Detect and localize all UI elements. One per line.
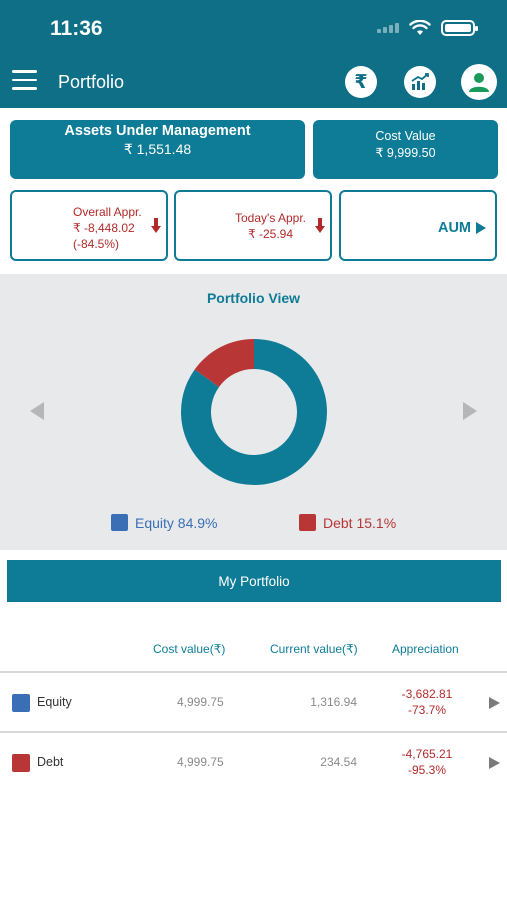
app-header: 11:36 Portfolio ₹ [0,0,507,108]
debt-swatch [12,754,30,772]
portfolio-view-title: Portfolio View [206,290,301,306]
my-portfolio-tab[interactable]: My Portfolio [7,560,501,602]
legend-debt: Debt 15.1% [299,514,396,531]
analytics-button[interactable] [404,66,436,98]
equity-swatch [111,514,128,531]
aum-value: ₹ 1,551.48 [123,141,192,157]
wifi-icon [409,20,431,35]
row-current-value: 1,316.94 [310,695,357,709]
aum-link-label: AUM [437,220,471,236]
growth-chart-icon [411,73,429,90]
row-current-value: 234.54 [320,755,357,769]
user-avatar-icon [469,73,489,92]
overall-appr-value: ₹ -8,448.02 [73,221,135,235]
previous-arrow-icon[interactable] [30,402,44,420]
legend-equity: Equity 84.9% [111,514,218,531]
donut-slice-equity [181,339,327,485]
table-divider [0,731,507,733]
equity-swatch [12,694,30,712]
column-header-appreciation: Appreciation [392,642,459,656]
today-appr-label: Today's Appr. [235,211,307,225]
rupee-icon: ₹ [354,71,368,93]
debt-swatch [299,514,316,531]
play-arrow-icon [476,222,486,234]
row-appreciation: -3,682.81 [401,687,453,701]
aum-title: Assets Under Management [64,123,251,139]
row-cost-value: 4,999.75 [177,755,224,769]
hamburger-menu-icon[interactable] [12,70,37,90]
down-arrow-icon [151,218,161,233]
table-divider [0,671,507,673]
profile-button[interactable] [461,64,497,100]
legend-debt-label: Debt 15.1% [323,514,397,531]
row-appreciation: -4,765.21 [401,747,453,761]
cost-value-title: Cost Value [375,129,436,143]
overall-appr-label: Overall Appr. [73,205,142,219]
row-name: Equity [37,695,72,709]
column-header-current: Current value(₹) [270,642,358,656]
portfolio-view-panel: Portfolio View Equity 84.9% Debt 15.1% [0,274,507,550]
aum-card: Assets Under Management ₹ 1,551.48 [10,120,305,179]
row-cost-value: 4,999.75 [177,695,224,709]
cost-value-amount: ₹ 9,999.50 [375,146,436,160]
table-row-debt[interactable]: Debt 4,999.75 234.54 -4,765.21 -95.3% [0,733,507,791]
today-appr-value: ₹ -25.94 [248,227,293,241]
cellular-signal-icon [377,23,399,33]
table-row-equity[interactable]: Equity 4,999.75 1,316.94 -3,682.81 -73.7… [0,673,507,731]
next-arrow-icon[interactable] [463,402,477,420]
status-time: 11:36 [50,17,103,40]
page-title: Portfolio [58,72,125,92]
row-appreciation-percent: -95.3% [407,763,447,777]
portfolio-donut-chart [181,339,327,485]
legend-equity-label: Equity 84.9% [135,514,218,531]
battery-icon [441,20,478,36]
donut-slice-debt [194,339,254,387]
column-header-cost: Cost value(₹) [153,642,226,656]
row-chevron-icon[interactable] [489,757,500,769]
row-chevron-icon[interactable] [489,697,500,709]
overall-appr-percent: (-84.5%) [73,237,120,251]
status-icons [377,20,478,36]
rupee-button[interactable]: ₹ [345,66,377,98]
row-appreciation-percent: -73.7% [407,703,447,717]
overall-appreciation-card: Overall Appr. ₹ -8,448.02 (-84.5%) [10,190,168,261]
today-appreciation-card: Today's Appr. ₹ -25.94 [174,190,332,261]
down-arrow-icon [315,218,325,233]
cost-value-card: Cost Value ₹ 9,999.50 [313,120,498,179]
row-name: Debt [37,755,64,769]
aum-link-card[interactable]: AUM [339,190,497,261]
